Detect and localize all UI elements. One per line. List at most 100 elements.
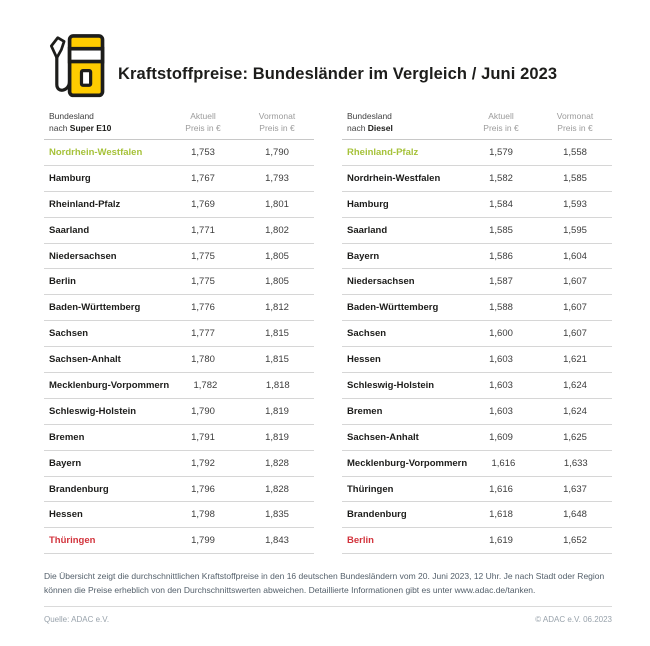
previous-price: 1,607 [563, 328, 587, 340]
state-name: Schleswig-Holstein [49, 405, 137, 417]
column-header-aktuell: Aktuell Preis in € [464, 111, 538, 134]
previous-price: 1,815 [265, 328, 289, 340]
current-price: 1,769 [191, 198, 215, 210]
current-price: 1,603 [489, 405, 513, 417]
current-price: 1,616 [491, 457, 516, 469]
previous-price: 1,624 [563, 379, 587, 391]
header-line1: Aktuell [488, 111, 514, 121]
previous-price: 1,812 [265, 302, 289, 314]
current-price: 1,767 [191, 172, 215, 184]
table-row: Thüringen 1,799 1,843 [44, 528, 314, 555]
previous-price: 1,835 [265, 509, 289, 521]
state-name: Bayern [347, 250, 380, 262]
state-name: Baden-Württemberg [347, 302, 439, 314]
table-row: Brandenburg 1,618 1,648 [342, 502, 612, 529]
current-price: 1,609 [489, 431, 513, 443]
table-row: Bremen 1,791 1,819 [44, 425, 314, 451]
previous-price: 1,637 [563, 483, 587, 495]
header-line2: Preis in € [483, 122, 519, 133]
table-row: Baden-Württemberg 1,588 1,607 [342, 295, 612, 322]
state-name: Mecklenburg-Vorpommern [49, 379, 170, 391]
previous-price: 1,595 [563, 224, 587, 236]
header-line1: Vormonat [258, 111, 296, 121]
previous-price: 1,593 [563, 198, 587, 210]
current-price: 1,600 [489, 328, 513, 340]
current-price: 1,584 [489, 198, 513, 210]
table-row: Nordrhein-Westfalen 1,753 1,790 [44, 140, 314, 166]
table-row: Bremen 1,603 1,624 [342, 399, 612, 425]
column-header-vormonat: Vormonat Preis in € [240, 111, 314, 134]
table-body-super-e10: Nordrhein-Westfalen 1,753 1,790 Hamburg … [44, 140, 314, 555]
table-row: Sachsen 1,600 1,607 [342, 321, 612, 348]
state-name: Bremen [347, 405, 383, 417]
header-line1: Aktuell [190, 111, 216, 121]
previous-price: 1,793 [265, 172, 289, 184]
current-price: 1,798 [191, 509, 215, 521]
current-price: 1,792 [191, 457, 215, 469]
previous-price: 1,828 [265, 457, 289, 469]
state-name: Rheinland-Pfalz [49, 198, 121, 210]
state-name: Niedersachsen [49, 250, 117, 262]
header-line2: Preis in € [259, 122, 295, 133]
previous-price: 1,828 [265, 483, 289, 495]
footer-divider [44, 606, 612, 608]
table-row: Schleswig-Holstein 1,603 1,624 [342, 373, 612, 399]
state-name: Berlin [347, 535, 374, 547]
previous-price: 1,633 [563, 457, 588, 469]
copyright-label: © ADAC e.V. 06.2023 [535, 615, 612, 625]
previous-price: 1,648 [563, 509, 587, 521]
current-price: 1,579 [489, 146, 513, 158]
header-line2: Preis in € [185, 122, 221, 133]
state-name: Hessen [347, 354, 381, 366]
previous-price: 1,558 [563, 146, 587, 158]
current-price: 1,775 [191, 250, 215, 262]
current-price: 1,799 [191, 535, 215, 547]
table-diesel: Bundesland nach Diesel Aktuell Preis in … [342, 108, 612, 555]
table-row: Berlin 1,775 1,805 [44, 269, 314, 296]
current-price: 1,796 [191, 483, 215, 495]
table-row: Sachsen-Anhalt 1,780 1,815 [44, 347, 314, 374]
table-row: Mecklenburg-Vorpommern 1,616 1,633 [342, 451, 612, 477]
previous-price: 1,801 [265, 198, 289, 210]
state-name: Schleswig-Holstein [347, 379, 435, 391]
table-row: Hessen 1,603 1,621 [342, 347, 612, 374]
table-header-diesel: Bundesland nach Diesel Aktuell Preis in … [342, 108, 612, 140]
previous-price: 1,843 [265, 535, 289, 547]
current-price: 1,777 [191, 328, 215, 340]
state-name: Baden-Württemberg [49, 302, 141, 314]
state-name: Mecklenburg-Vorpommern [347, 457, 468, 469]
current-price: 1,585 [489, 224, 513, 236]
current-price: 1,588 [489, 302, 513, 314]
current-price: 1,603 [489, 379, 513, 391]
state-name: Berlin [49, 276, 76, 288]
header-fuel-name: Super E10 [69, 122, 112, 133]
header: Kraftstoffpreise: Bundesländer im Vergle… [44, 32, 612, 100]
current-price: 1,619 [489, 535, 513, 547]
state-name: Bayern [49, 457, 82, 469]
fuel-pump-icon [44, 31, 108, 103]
state-name: Hessen [49, 509, 83, 521]
current-price: 1,776 [191, 302, 215, 314]
previous-price: 1,621 [563, 354, 587, 366]
state-name: Niedersachsen [347, 276, 415, 288]
state-name: Thüringen [347, 483, 394, 495]
header-fuel-name: Diesel [367, 122, 393, 133]
table-row: Hessen 1,798 1,835 [44, 502, 314, 529]
previous-price: 1,819 [265, 405, 289, 417]
previous-price: 1,624 [563, 405, 587, 417]
table-row: Brandenburg 1,796 1,828 [44, 477, 314, 503]
current-price: 1,771 [191, 224, 215, 236]
state-name: Brandenburg [347, 509, 407, 521]
current-price: 1,753 [191, 146, 215, 158]
table-row: Sachsen-Anhalt 1,609 1,625 [342, 425, 612, 451]
state-name: Brandenburg [49, 483, 109, 495]
table-row: Hamburg 1,767 1,793 [44, 166, 314, 192]
column-header-vormonat: Vormonat Preis in € [538, 111, 612, 134]
state-name: Rheinland-Pfalz [347, 146, 419, 158]
state-name: Sachsen [49, 328, 89, 340]
column-header-bundesland: Bundesland nach Diesel [342, 111, 464, 134]
state-name: Hamburg [347, 198, 389, 210]
header-prefix: nach [49, 122, 70, 133]
page-title: Kraftstoffpreise: Bundesländer im Vergle… [118, 64, 558, 83]
previous-price: 1,790 [265, 146, 289, 158]
